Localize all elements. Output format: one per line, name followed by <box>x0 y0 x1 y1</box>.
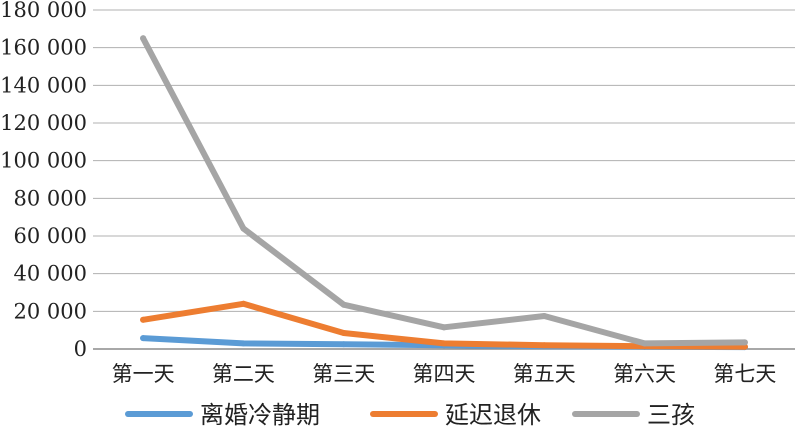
data-point <box>441 340 447 347</box>
legend-label: 三孩 <box>647 401 695 429</box>
series-lines <box>140 35 748 351</box>
y-tick-label: 100 000 <box>0 149 87 173</box>
y-axis-tick-labels: 0 20 000 40 000 60 000 80 000 100 000 120 000 1… <box>0 0 87 361</box>
data-point <box>741 339 748 346</box>
data-point <box>441 324 447 331</box>
y-tick-label: 140 000 <box>0 73 87 97</box>
data-point <box>140 35 147 42</box>
data-point <box>541 342 548 349</box>
data-point <box>240 225 247 232</box>
x-tick-label: 第七天 <box>713 362 776 386</box>
x-tick-label: 第五天 <box>513 362 576 386</box>
x-tick-label: 第四天 <box>413 362 476 386</box>
x-tick-label: 第三天 <box>312 362 375 386</box>
y-tick-label: 160 000 <box>0 36 87 60</box>
y-tick-label: 80 000 <box>14 186 87 210</box>
series-line <box>140 35 748 347</box>
y-tick-label: 0 <box>74 337 87 361</box>
x-tick-label: 第六天 <box>613 362 676 386</box>
data-point <box>140 316 147 323</box>
series-3 <box>140 35 748 347</box>
data-point <box>641 340 648 347</box>
y-tick-label: 40 000 <box>14 262 87 286</box>
y-tick-label: 60 000 <box>14 224 87 248</box>
gridlines <box>93 9 795 350</box>
x-tick-label: 第一天 <box>112 362 175 386</box>
y-tick-label: 120 000 <box>0 111 87 135</box>
x-tick-label: 第二天 <box>212 362 275 386</box>
legend: 离婚冷静期 延迟退休 三孩 <box>125 401 695 429</box>
data-point <box>340 301 347 308</box>
data-point <box>340 341 347 348</box>
y-tick-label: 20 000 <box>14 299 87 323</box>
data-point <box>541 313 548 320</box>
y-tick-label: 180 000 <box>0 0 87 22</box>
data-point <box>240 300 247 307</box>
x-axis-tick-labels: 第一天 第二天 第三天 第四天 第五天 第六天 第七天 <box>112 362 777 386</box>
data-point <box>340 329 347 336</box>
legend-label: 离婚冷静期 <box>200 401 320 429</box>
data-point <box>240 340 247 347</box>
data-point <box>140 335 147 342</box>
legend-label: 延迟退休 <box>445 401 541 429</box>
